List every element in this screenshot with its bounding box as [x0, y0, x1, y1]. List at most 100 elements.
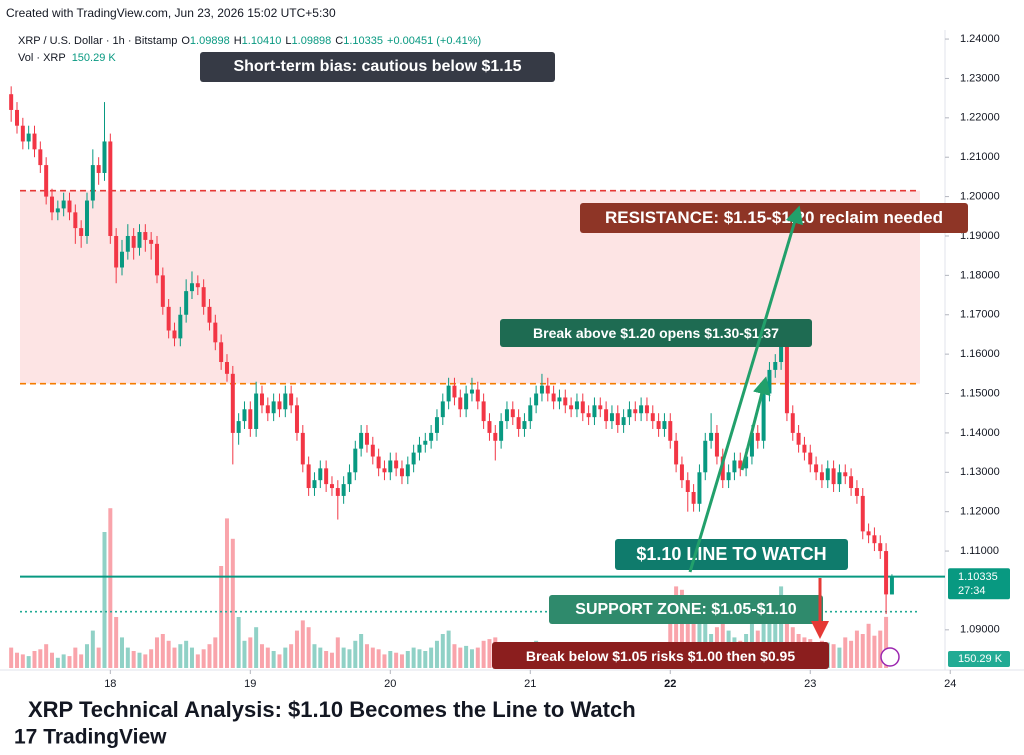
candle-body — [458, 397, 463, 410]
volume-bar — [458, 647, 463, 668]
volume-bar — [154, 637, 159, 668]
candle-body — [709, 432, 714, 441]
y-tick-label: 1.16000 — [960, 348, 1000, 360]
y-tick-label: 1.14000 — [960, 427, 1000, 439]
volume-bar — [44, 644, 49, 668]
candle-body — [627, 409, 632, 418]
candle-body — [469, 389, 474, 394]
volume-bar — [359, 634, 364, 668]
candle-body — [574, 401, 579, 410]
volume-bar — [160, 634, 165, 668]
y-tick-label: 1.17000 — [960, 309, 1000, 321]
candle-body — [283, 393, 288, 410]
candle-body — [318, 468, 323, 481]
candle-body — [691, 491, 696, 504]
candle-body — [14, 109, 19, 126]
y-tick-label: 1.22000 — [960, 112, 1000, 124]
candle-body — [481, 401, 486, 422]
candle-body — [452, 385, 457, 398]
up-arrow-small — [740, 376, 771, 471]
candle-body — [580, 401, 585, 414]
candle-body — [189, 283, 194, 292]
volume-bar — [26, 656, 31, 668]
y-tick-label: 1.20000 — [960, 191, 1000, 203]
volume-bar — [195, 654, 200, 668]
volume-bar — [784, 596, 789, 668]
volume-bar — [289, 644, 294, 668]
x-tick-label: 23 — [804, 678, 816, 690]
ohlc-value: 1.09898 — [292, 35, 332, 47]
candle-body — [604, 409, 609, 422]
volume-bar — [79, 654, 84, 668]
candle-body — [814, 464, 819, 473]
volume-bar — [277, 654, 282, 668]
candle-body — [73, 212, 78, 229]
y-tick-label: 1.12000 — [960, 506, 1000, 518]
candle-body — [178, 314, 183, 339]
volume-bar — [306, 627, 311, 668]
candle-body — [102, 141, 107, 173]
candle-body — [114, 235, 119, 268]
volume-bar — [67, 656, 72, 668]
volume-bar — [884, 616, 889, 668]
y-tick-label: 1.24000 — [960, 33, 1000, 45]
volume-bar — [32, 651, 37, 668]
volume-bar — [423, 651, 428, 668]
candle-body — [889, 577, 894, 595]
candle-body — [592, 405, 597, 418]
candle-body — [20, 125, 25, 142]
volume-box — [948, 651, 1010, 667]
candle-body — [32, 133, 37, 150]
volume-bar — [131, 651, 136, 668]
bias-note: Short-term bias: cautious below $1.15 — [200, 52, 555, 82]
candle-body — [149, 239, 154, 244]
y-tick-label: 1.13000 — [960, 466, 1000, 478]
volume-bar — [364, 644, 369, 668]
candle-body — [55, 208, 60, 213]
chart-title: XRP Technical Analysis: $1.10 Becomes th… — [28, 697, 636, 722]
volume-bar — [767, 613, 772, 668]
alert-icon[interactable] — [880, 647, 900, 667]
candle-body — [230, 373, 235, 433]
volume-bar — [405, 651, 410, 668]
candle-body — [359, 432, 364, 449]
candle-body — [732, 460, 737, 473]
candle-body — [551, 393, 556, 402]
candle-body — [382, 468, 387, 473]
volume-bar — [102, 532, 107, 668]
candle-body — [784, 346, 789, 414]
volume-bar — [300, 620, 305, 668]
symbol: XRP / U.S. Dollar · 1h · Bitstamp — [18, 35, 177, 47]
candle-body — [639, 405, 644, 414]
candle-body — [201, 287, 206, 307]
volume-value: 150.29 K — [72, 52, 117, 64]
candle-body — [405, 464, 410, 477]
candle-body — [685, 480, 690, 492]
x-tick-label: 20 — [384, 678, 396, 690]
candle-body — [866, 531, 871, 536]
candle-body — [569, 405, 574, 410]
volume-bar — [242, 640, 247, 668]
volume-bar — [854, 630, 859, 668]
candle-body — [819, 472, 824, 481]
volume-bar — [213, 637, 218, 668]
candle-body — [516, 417, 521, 429]
volume-bar — [172, 647, 177, 668]
candle-body — [137, 232, 142, 248]
candle-body — [125, 235, 130, 252]
volume-bar — [691, 603, 696, 668]
candle-body — [499, 421, 504, 441]
volume-header: Vol · XRP 150.29 K — [18, 52, 116, 64]
candle-body — [277, 401, 282, 410]
volume-bar — [481, 640, 486, 668]
y-tick-label: 1.19000 — [960, 230, 1000, 242]
candle-body — [434, 417, 439, 433]
volume-bar — [294, 630, 299, 668]
candle-body — [108, 141, 113, 236]
candle-body — [364, 432, 369, 445]
volume-bar — [114, 617, 119, 668]
candle-body — [440, 401, 445, 418]
line-note: $1.10 LINE TO WATCH — [615, 539, 848, 570]
volume-bar — [761, 600, 766, 668]
volume-bar — [849, 640, 854, 668]
